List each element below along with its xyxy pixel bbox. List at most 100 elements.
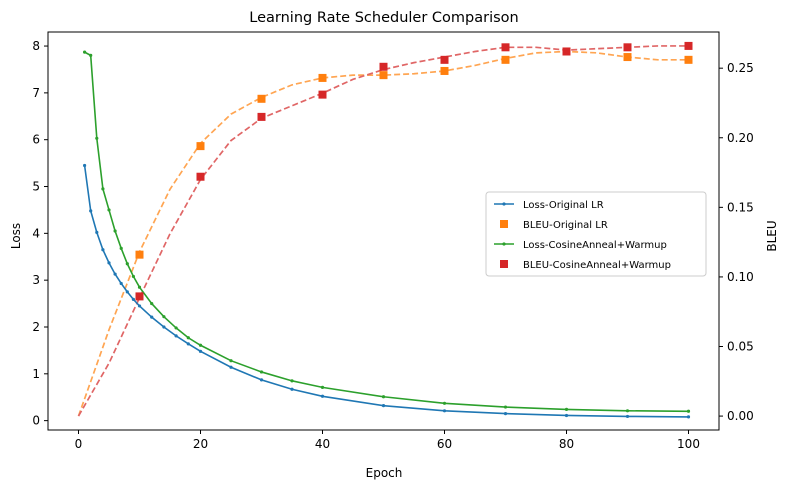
data-point-loss-cosineanneal-warmup	[174, 326, 178, 330]
data-point-loss-cosineanneal-warmup	[686, 409, 691, 413]
y-left-tick-label: 6	[32, 133, 40, 147]
y-left-tick-label: 8	[32, 39, 40, 53]
x-tick-label: 60	[437, 437, 452, 451]
legend-square-swatch	[500, 260, 508, 268]
data-point-loss-original-lr	[125, 290, 129, 294]
data-marker-bleu-original-lr	[623, 53, 632, 62]
data-point-loss-original-lr	[162, 325, 166, 329]
data-marker-bleu-cosineanneal-warmup	[440, 55, 449, 64]
data-marker-bleu-original-lr	[379, 71, 388, 80]
data-point-loss-cosineanneal-warmup	[95, 136, 99, 140]
data-marker-bleu-original-lr	[440, 66, 449, 75]
data-point-loss-original-lr	[95, 230, 99, 235]
data-point-loss-original-lr	[198, 349, 203, 353]
data-point-loss-original-lr	[259, 378, 264, 382]
data-point-loss-cosineanneal-warmup	[625, 409, 630, 413]
data-point-loss-original-lr	[119, 281, 123, 286]
data-point-loss-cosineanneal-warmup	[137, 285, 142, 289]
data-point-loss-original-lr	[89, 209, 93, 213]
legend-label: BLEU-Original LR	[523, 220, 608, 231]
legend-label: BLEU-CosineAnneal+Warmup	[523, 260, 671, 271]
data-point-loss-original-lr	[101, 248, 105, 252]
data-marker-bleu-cosineanneal-warmup	[684, 41, 693, 50]
data-marker-bleu-original-lr	[684, 55, 693, 64]
data-point-loss-cosineanneal-warmup	[259, 370, 264, 374]
data-marker-bleu-cosineanneal-warmup	[318, 90, 327, 99]
y-axis-label-left: Loss	[9, 223, 23, 249]
legend-square-swatch	[500, 220, 508, 228]
data-point-loss-original-lr	[150, 315, 154, 319]
x-tick-label: 0	[75, 437, 83, 451]
y-left-tick-label: 2	[32, 320, 40, 334]
x-tick-label: 40	[315, 437, 330, 451]
y-left-tick-label: 7	[32, 86, 40, 100]
data-point-loss-original-lr	[113, 272, 117, 276]
y-right-tick-label: 0.05	[727, 340, 754, 354]
data-point-loss-original-lr	[503, 412, 508, 416]
x-tick-label: 20	[193, 437, 208, 451]
data-point-loss-cosineanneal-warmup	[290, 379, 294, 383]
y-right-tick-label: 0.15	[727, 200, 754, 214]
data-point-loss-cosineanneal-warmup	[125, 262, 129, 266]
y-right-tick-label: 0.10	[727, 270, 754, 284]
data-point-loss-original-lr	[625, 414, 630, 419]
legend-dot-swatch	[502, 202, 506, 206]
data-marker-bleu-cosineanneal-warmup	[135, 292, 144, 301]
data-point-loss-original-lr	[107, 261, 111, 265]
data-marker-bleu-cosineanneal-warmup	[379, 62, 388, 71]
data-point-loss-cosineanneal-warmup	[229, 359, 233, 363]
data-marker-bleu-cosineanneal-warmup	[257, 112, 266, 121]
data-point-loss-original-lr	[131, 297, 135, 301]
data-point-loss-cosineanneal-warmup	[503, 405, 508, 409]
y-right-tick-label: 0.20	[727, 131, 754, 145]
legend-label: Loss-Original LR	[523, 200, 604, 211]
legend-dot-swatch	[502, 242, 506, 246]
data-point-loss-original-lr	[174, 334, 178, 338]
data-point-loss-original-lr	[686, 415, 691, 419]
y-axis-label-right: BLEU	[765, 220, 779, 251]
legend-label: Loss-CosineAnneal+Warmup	[523, 240, 667, 251]
x-tick-label: 100	[677, 437, 700, 451]
data-point-loss-original-lr	[442, 409, 447, 413]
y-left-tick-label: 5	[32, 180, 40, 194]
plot-frame	[47, 31, 720, 431]
data-point-loss-cosineanneal-warmup	[320, 385, 325, 389]
data-point-loss-cosineanneal-warmup	[150, 301, 154, 306]
data-marker-bleu-cosineanneal-warmup	[501, 43, 510, 52]
plot-area	[77, 41, 693, 419]
axes: 0 20 40 60 80 100 0 1 2 3 4 5 6 7 8 0.00 0.05 0.10 0.15 0.2…	[32, 39, 753, 451]
data-point-loss-cosineanneal-warmup	[162, 315, 166, 319]
data-point-loss-original-lr	[137, 304, 142, 308]
data-point-loss-cosineanneal-warmup	[83, 50, 87, 54]
data-marker-bleu-original-lr	[257, 94, 266, 103]
y-left-tick-label: 1	[32, 367, 40, 381]
y-left-tick-label: 0	[32, 414, 40, 428]
data-marker-bleu-original-lr	[318, 73, 327, 82]
data-point-loss-original-lr	[83, 163, 87, 168]
data-point-loss-cosineanneal-warmup	[442, 401, 447, 405]
data-point-loss-original-lr	[320, 394, 325, 398]
data-point-loss-original-lr	[290, 387, 294, 391]
data-marker-bleu-original-lr	[135, 250, 144, 259]
data-point-loss-cosineanneal-warmup	[119, 246, 123, 250]
data-point-loss-cosineanneal-warmup	[198, 343, 203, 347]
legend-box	[485, 191, 707, 277]
data-marker-bleu-original-lr	[196, 142, 205, 151]
data-point-loss-cosineanneal-warmup	[107, 208, 111, 212]
legend: Loss-Original LR BLEU-Original LR Loss-Cos…	[485, 191, 707, 277]
fit-curve-bleu-original-lr	[77, 50, 689, 417]
x-tick-label: 80	[559, 437, 574, 451]
data-point-loss-original-lr	[564, 413, 569, 418]
data-marker-bleu-original-lr	[501, 55, 510, 64]
data-marker-bleu-cosineanneal-warmup	[562, 47, 571, 56]
data-point-loss-cosineanneal-warmup	[564, 407, 569, 411]
y-left-tick-label: 3	[32, 273, 40, 287]
data-point-loss-original-lr	[186, 342, 190, 346]
data-point-loss-cosineanneal-warmup	[381, 395, 386, 399]
data-point-loss-original-lr	[381, 404, 386, 408]
chart-title: Learning Rate Scheduler Comparison	[249, 10, 518, 26]
y-left-tick-label: 4	[32, 226, 40, 240]
data-marker-bleu-cosineanneal-warmup	[196, 172, 205, 181]
data-point-loss-cosineanneal-warmup	[101, 187, 105, 191]
